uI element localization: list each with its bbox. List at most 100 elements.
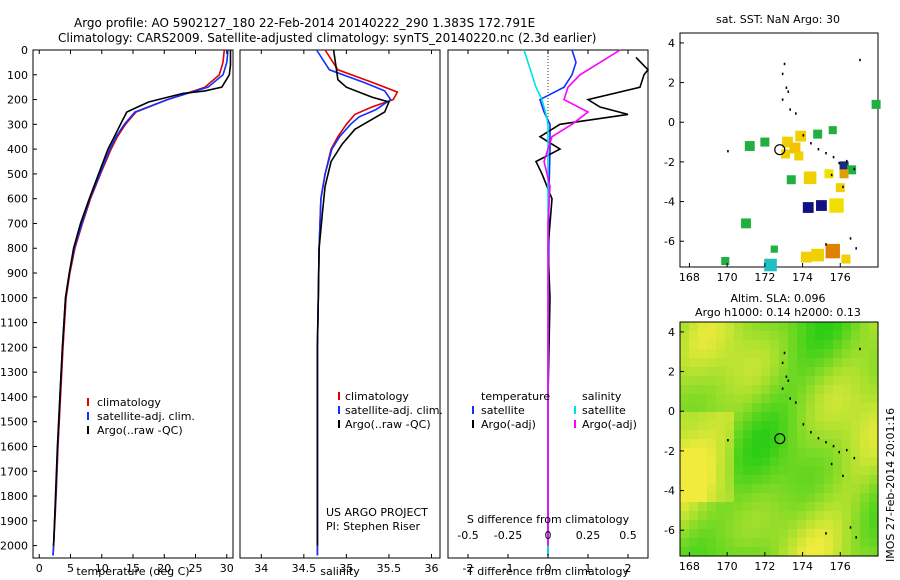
sla-heat-cell xyxy=(707,457,717,467)
difference-legend: temperature satellite Argo(-adj) salinit… xyxy=(472,390,637,431)
sla-heat-cell xyxy=(797,376,807,386)
sla-heat-cell xyxy=(716,394,726,404)
temperature-xlabel: temperature (deg C) xyxy=(76,565,189,578)
map-ytick-label: -4 xyxy=(664,196,675,209)
sla-heat-cell xyxy=(779,475,789,485)
sla-heat-cell xyxy=(716,331,726,341)
sla-heat-cell xyxy=(707,331,717,341)
line-s-satellite xyxy=(523,49,549,556)
line-argo-raw-qc- xyxy=(316,49,390,546)
island-mark xyxy=(802,134,805,137)
sla-heat-cell xyxy=(833,322,843,332)
sla-heat-cell xyxy=(842,529,852,539)
sla-heat-cell xyxy=(743,520,753,530)
sla-heat-cell xyxy=(860,331,870,341)
sla-heat-cell xyxy=(806,448,816,458)
sla-heat-cell xyxy=(743,340,753,350)
sla-heat-cell xyxy=(734,529,744,539)
sla-heat-cell xyxy=(698,340,708,350)
xtick-label: 10 xyxy=(95,562,109,575)
sla-heat-cell xyxy=(689,538,699,548)
sla-heat-cell xyxy=(797,448,807,458)
line-climatology xyxy=(316,49,399,556)
sla-heat-cell xyxy=(797,331,807,341)
sla-heat-cell xyxy=(824,439,834,449)
sla-heat-cell xyxy=(734,403,744,413)
sla-heat-cell xyxy=(725,421,735,431)
island-mark xyxy=(810,142,812,145)
top-xtick-label: -0.25 xyxy=(494,529,522,542)
sla-heat-cell xyxy=(716,367,726,377)
sla-heat-cell xyxy=(842,403,852,413)
sla-heat-cell xyxy=(788,439,798,449)
map-xtick-label: 172 xyxy=(754,560,775,573)
sla-heat-cell xyxy=(743,322,753,332)
sla-heat-cell xyxy=(779,322,789,332)
sla-heat-cell xyxy=(824,466,834,476)
map-xtick-label: 170 xyxy=(717,560,738,573)
sla-map-panel: Altim. SLA: 0.096 Argo h1000: 0.14 h2000… xyxy=(664,292,879,573)
sla-heat-cell xyxy=(752,484,762,494)
sla-heat-cell xyxy=(707,439,717,449)
sla-heat-cell xyxy=(797,403,807,413)
sst-observation-cell xyxy=(803,171,817,185)
sla-heat-cell xyxy=(815,349,825,359)
sla-heat-cell xyxy=(725,484,735,494)
sla-heat-cell xyxy=(761,520,771,530)
sal-legend-argo: Argo(..raw -QC) xyxy=(345,418,431,431)
sla-heat-cell xyxy=(743,466,753,476)
sla-heat-cell xyxy=(806,385,816,395)
island-mark xyxy=(787,379,790,382)
sla-heat-cell xyxy=(707,502,717,512)
sla-heat-cell xyxy=(752,394,762,404)
sla-heat-cell xyxy=(725,376,735,386)
sla-heat-cell xyxy=(698,493,708,503)
sst-observation-cell xyxy=(764,258,777,272)
sla-heat-cell xyxy=(761,511,771,521)
sla-heat-cell xyxy=(716,421,726,431)
sla-heat-cell xyxy=(743,547,753,557)
sla-heat-cell xyxy=(725,502,735,512)
sla-heat-cell xyxy=(752,547,762,557)
sla-heat-cell xyxy=(806,538,816,548)
sla-heat-cell xyxy=(707,340,717,350)
ytick-label: 200 xyxy=(7,94,28,107)
sla-heat-cell xyxy=(770,349,780,359)
island-mark xyxy=(845,159,848,163)
sla-heat-cell xyxy=(698,466,708,476)
xtick-label: 35 xyxy=(339,562,353,575)
sla-heat-cell xyxy=(707,529,717,539)
sla-heat-cell xyxy=(797,385,807,395)
sla-heat-cell xyxy=(833,493,843,503)
sla-heat-cell xyxy=(752,331,762,341)
sla-heat-cell xyxy=(851,349,861,359)
sla-heat-cell xyxy=(833,466,843,476)
sla-heat-cell xyxy=(761,457,771,467)
ytick-label: 900 xyxy=(7,267,28,280)
island-mark xyxy=(817,437,820,440)
sla-heat-cell xyxy=(815,511,825,521)
sla-heat-cell xyxy=(680,475,690,485)
sla-heat-cell xyxy=(851,547,861,557)
sla-heat-cell xyxy=(833,394,843,404)
sla-heat-cell xyxy=(770,493,780,503)
sla-heat-cell xyxy=(743,412,753,422)
sla-heat-cell xyxy=(788,385,798,395)
sla-heat-cell xyxy=(698,349,708,359)
sst-observation-cell xyxy=(760,137,770,147)
map-ytick-label: 2 xyxy=(668,366,675,379)
island-mark xyxy=(785,86,788,89)
temperature-panel: 0100200300400500600700800900100011001200… xyxy=(0,44,234,578)
sla-heat-cell xyxy=(779,502,789,512)
sla-heat-cell xyxy=(842,394,852,404)
map-ytick-label: 0 xyxy=(668,116,675,129)
sla-heat-cell xyxy=(815,367,825,377)
sla-heat-cell xyxy=(788,484,798,494)
sla-heat-cell xyxy=(698,520,708,530)
sst-observation-cell xyxy=(794,151,804,161)
sla-heat-cell xyxy=(824,412,834,422)
sla-heat-cell xyxy=(698,547,708,557)
sst-observation-cell xyxy=(786,175,796,185)
sla-heat-cell xyxy=(860,403,870,413)
sla-heat-cell xyxy=(734,466,744,476)
